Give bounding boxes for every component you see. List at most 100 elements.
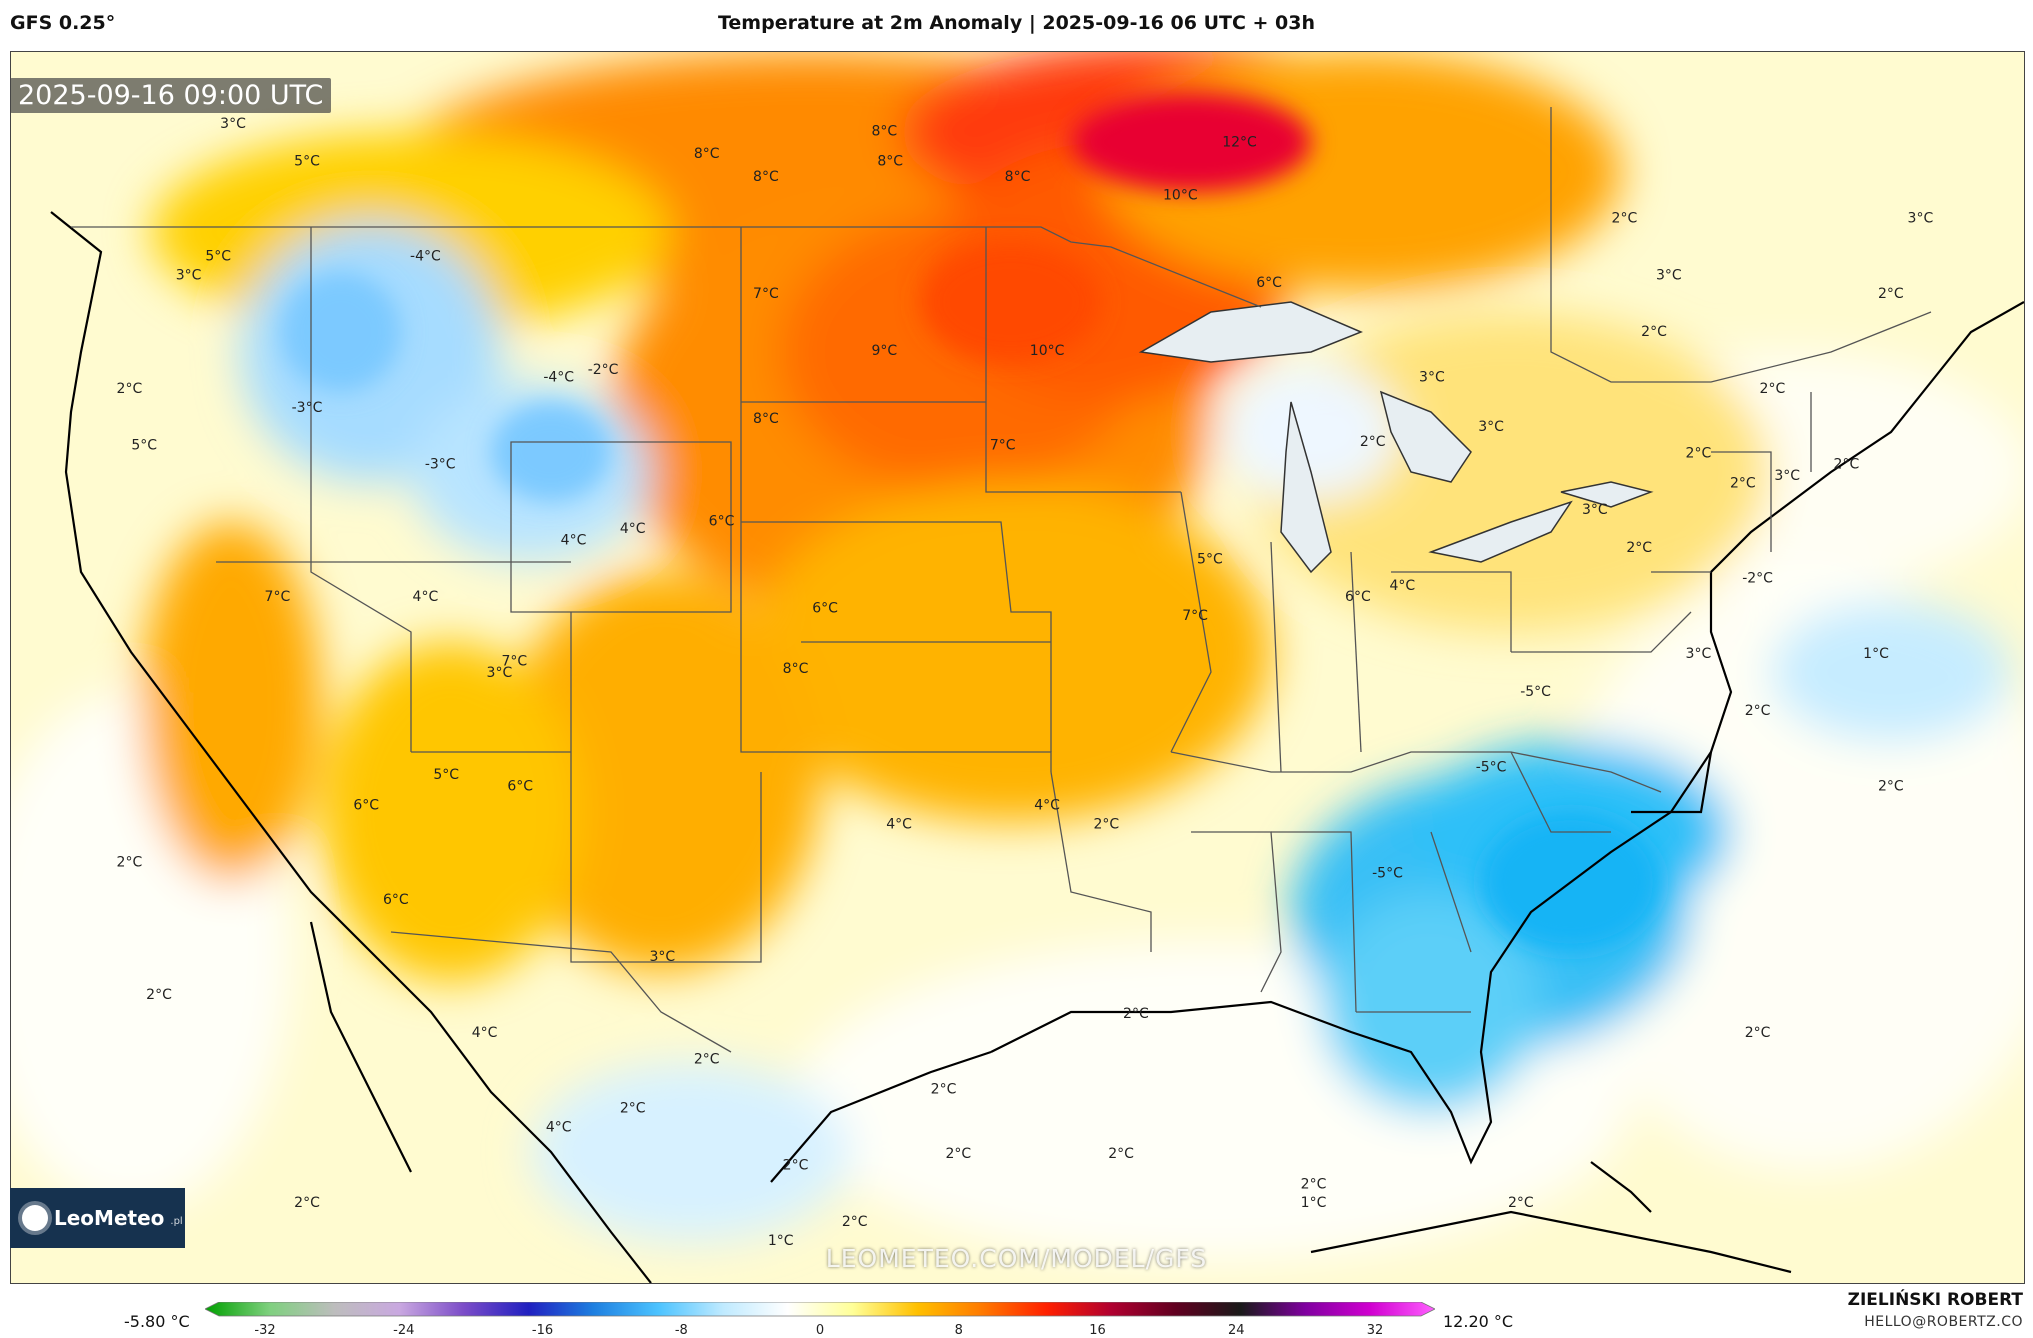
temperature-label: 4°C (1034, 798, 1060, 814)
temperature-label: 8°C (694, 146, 720, 162)
temperature-label: 4°C (413, 589, 439, 605)
temperature-label: 2°C (117, 381, 143, 397)
temperature-label: 4°C (886, 817, 912, 833)
colorbar-tick-label: -8 (675, 1323, 688, 1338)
colorbar-min-label: -5.80 °C (124, 1312, 190, 1331)
temperature-label: 8°C (1005, 169, 1031, 185)
author-email[interactable]: HELLO@ROBERTZ.CO (1864, 1314, 2023, 1330)
temperature-label: 6°C (383, 892, 409, 908)
temperature-label: 3°C (176, 267, 202, 283)
temperature-label: 3°C (1419, 370, 1445, 386)
temperature-label: 12°C (1222, 135, 1257, 151)
temperature-label: 6°C (1345, 589, 1371, 605)
colorbar-tick-label: 0 (816, 1323, 824, 1338)
temperature-label: 7°C (753, 286, 779, 302)
temperature-label: 7°C (1182, 608, 1208, 624)
sun-icon (22, 1205, 48, 1231)
author-name: ZIELIŃSKI ROBERT (1847, 1290, 2023, 1310)
temperature-label: -4°C (543, 370, 574, 386)
logo-text: LeoMeteo (54, 1206, 165, 1230)
temperature-label: 6°C (507, 779, 533, 795)
great-lakes (1138, 301, 1654, 574)
temperature-label: 2°C (1745, 1025, 1771, 1041)
temperature-label: 2°C (1730, 476, 1756, 492)
model-name: GFS 0.25° (10, 12, 116, 34)
colorbar-tick-label: 8 (955, 1323, 963, 1338)
temperature-label: 8°C (871, 123, 897, 139)
logo-sub: .pl (170, 1215, 183, 1227)
leometeo-logo[interactable]: LeoMeteo .pl (10, 1188, 185, 1248)
colorbar: -32 -24 -16 -8 0 8 16 24 32 (205, 1302, 1435, 1338)
temperature-label: 6°C (353, 798, 379, 814)
anomaly-map: 12°C 10°C 10°C 9°C 8°C 8°C 8°C 8°C 8°C 8°C 8°C 7°C 7… (10, 51, 2025, 1284)
temperature-label: 2°C (1641, 324, 1667, 340)
temperature-label: 2°C (842, 1214, 868, 1230)
colorbar-ticks: -32 -24 -16 -8 0 8 16 24 32 (254, 1323, 1383, 1338)
temperature-label: 4°C (561, 532, 587, 548)
state-borders (71, 107, 1932, 1053)
temperature-label: 2°C (1301, 1176, 1327, 1192)
coastlines (50, 211, 2024, 1283)
map-title: Temperature at 2m Anomaly | 2025-09-16 0… (717, 12, 1316, 34)
temperature-label: 3°C (1582, 502, 1608, 518)
colorbar-tick-label: 32 (1367, 1323, 1384, 1338)
temperature-label: -3°C (425, 457, 456, 473)
map-canvas: 12°C 10°C 10°C 9°C 8°C 8°C 8°C 8°C 8°C 8°C 8°C 7°C 7… (11, 52, 2024, 1283)
temperature-label: 5°C (294, 154, 320, 170)
temperature-label: 6°C (812, 601, 838, 617)
temperature-label: 2°C (620, 1101, 646, 1117)
temperature-label: 8°C (753, 411, 779, 427)
temperature-label: 2°C (783, 1157, 809, 1173)
temperature-label: 7°C (990, 438, 1016, 454)
temperature-label: 1°C (768, 1233, 794, 1249)
temperature-label: 2°C (1878, 286, 1904, 302)
temperature-label: 2°C (1123, 1006, 1149, 1022)
temperature-label: 2°C (1760, 381, 1786, 397)
temperature-label: 2°C (694, 1051, 720, 1067)
temperature-label: -2°C (588, 362, 619, 378)
temperature-label: -4°C (410, 248, 441, 264)
temperature-label: 2°C (1878, 779, 1904, 795)
temperature-label: -3°C (292, 400, 323, 416)
temperature-label: 2°C (294, 1195, 320, 1211)
temperature-label: 3°C (649, 949, 675, 965)
temperature-label: 2°C (1093, 817, 1119, 833)
temperature-label: 3°C (487, 665, 513, 681)
temperature-label: 2°C (1834, 457, 1860, 473)
temperature-label: -5°C (1476, 760, 1507, 776)
temperature-label: 8°C (783, 661, 809, 677)
temperature-label: 2°C (1612, 210, 1638, 226)
anomaly-cores (281, 92, 1661, 952)
colorbar-max-label: 12.20 °C (1443, 1312, 1514, 1331)
temperature-label: 6°C (709, 514, 735, 530)
temperature-label: 6°C (1256, 275, 1282, 291)
temperature-label: 3°C (1686, 646, 1712, 662)
temperature-label: -5°C (1372, 866, 1403, 882)
temperature-label: 2°C (1626, 540, 1652, 556)
temperature-label: 5°C (131, 438, 157, 454)
temperature-label: -5°C (1520, 684, 1551, 700)
temperature-label: 4°C (620, 521, 646, 537)
temperature-label: 10°C (1030, 343, 1065, 359)
temperature-label: 5°C (1197, 551, 1223, 567)
temperature-label: 4°C (546, 1120, 572, 1136)
temperature-label: 2°C (931, 1082, 957, 1098)
temperature-labels: 12°C 10°C 10°C 9°C 8°C 8°C 8°C 8°C 8°C 8°C 8°C 7°C 7… (117, 116, 1934, 1249)
watermark: LEOMETEO.COM/MODEL/GFS (825, 1244, 1208, 1273)
temperature-label: 2°C (1686, 445, 1712, 461)
temperature-label: 9°C (871, 343, 897, 359)
temperature-label: 8°C (753, 169, 779, 185)
temperature-label: 1°C (1863, 646, 1889, 662)
colorbar-tick-label: 24 (1228, 1323, 1245, 1338)
temperature-label: 2°C (945, 1146, 971, 1162)
temperature-label: 3°C (220, 116, 246, 132)
temperature-label: 4°C (472, 1025, 498, 1041)
temperature-label: 5°C (433, 767, 459, 783)
temperature-label: 2°C (1745, 703, 1771, 719)
temperature-label: 2°C (1508, 1195, 1534, 1211)
temperature-label: 2°C (117, 854, 143, 870)
colorbar-tick-label: 16 (1089, 1323, 1106, 1338)
temperature-label: 7°C (265, 589, 291, 605)
temperature-label: 2°C (1108, 1146, 1134, 1162)
colorbar-tick-label: -32 (254, 1323, 275, 1338)
